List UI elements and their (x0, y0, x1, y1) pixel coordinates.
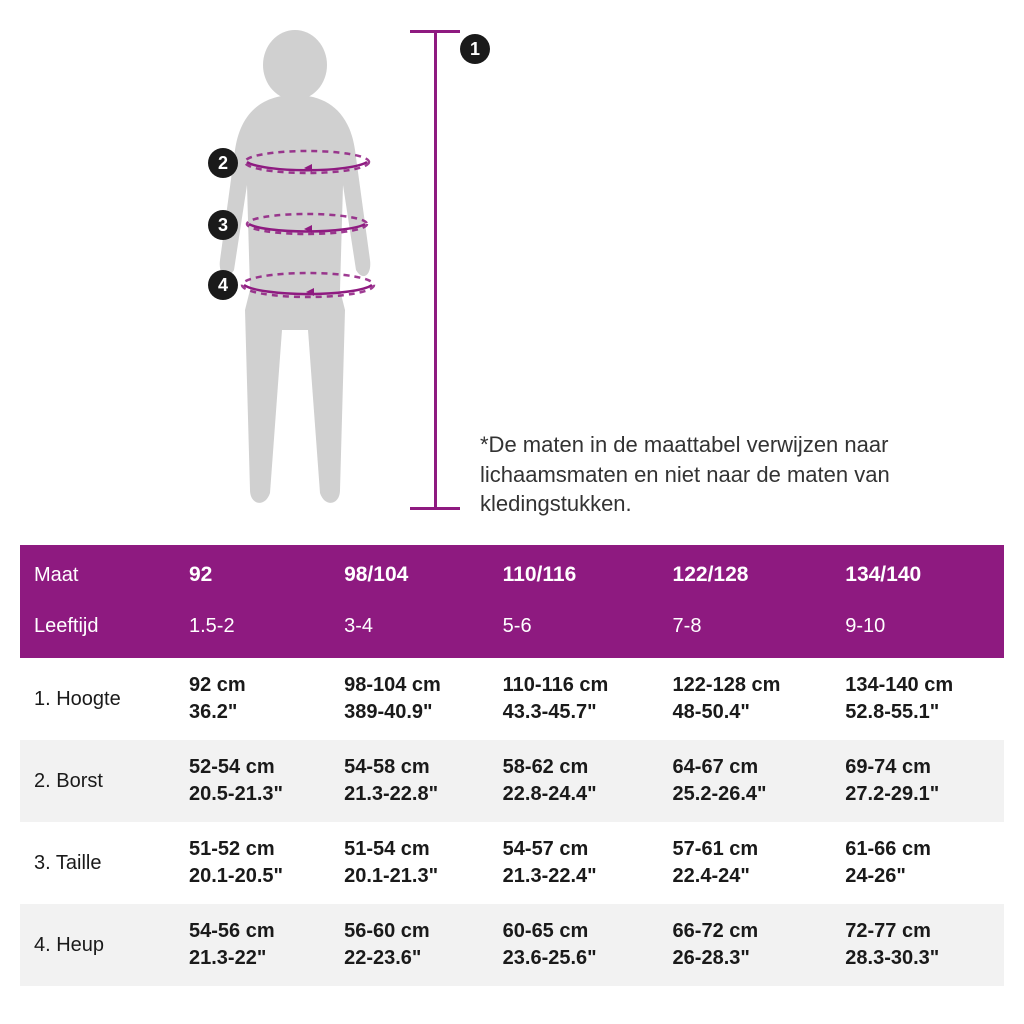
header-cell: 7-8 (659, 605, 832, 658)
table-row: 4. Heup54-56 cm21.3-22"56-60 cm22-23.6"6… (20, 904, 1004, 986)
table-cell: 72-77 cm28.3-30.3" (831, 904, 1004, 986)
table-cell: 54-58 cm21.3-22.8" (330, 740, 489, 822)
size-table: Maat9298/104110/116122/128134/140 Leeftij… (20, 545, 1004, 986)
waist-ellipse (242, 210, 372, 238)
chest-ellipse (242, 148, 372, 176)
row-label: 4. Heup (20, 904, 175, 986)
table-cell: 54-56 cm21.3-22" (175, 904, 330, 986)
header-cell: 134/140 (831, 545, 1004, 605)
table-cell: 56-60 cm22-23.6" (330, 904, 489, 986)
table-row: 1. Hoogte92 cm36.2"98-104 cm389-40.9"110… (20, 658, 1004, 740)
body-figure: 1 2 3 4 (20, 20, 450, 520)
badge-height: 1 (460, 34, 490, 64)
header-label: Leeftijd (20, 605, 175, 658)
footnote-area: *De maten in de maattabel verwijzen naar… (480, 430, 900, 519)
footnote-text: *De maten in de maattabel verwijzen naar… (480, 430, 900, 519)
table-row: 3. Taille51-52 cm20.1-20.5"51-54 cm20.1-… (20, 822, 1004, 904)
table-cell: 54-57 cm21.3-22.4" (489, 822, 659, 904)
size-table-header: Maat9298/104110/116122/128134/140 Leeftij… (20, 545, 1004, 658)
header-cell: 98/104 (330, 545, 489, 605)
table-cell: 60-65 cm23.6-25.6" (489, 904, 659, 986)
header-label: Maat (20, 545, 175, 605)
row-label: 2. Borst (20, 740, 175, 822)
table-cell: 58-62 cm22.8-24.4" (489, 740, 659, 822)
table-cell: 64-67 cm25.2-26.4" (659, 740, 832, 822)
header-cell: 92 (175, 545, 330, 605)
table-cell: 51-52 cm20.1-20.5" (175, 822, 330, 904)
header-cell: 3-4 (330, 605, 489, 658)
badge-hip: 4 (208, 270, 238, 300)
badge-waist: 3 (208, 210, 238, 240)
header-cell: 110/116 (489, 545, 659, 605)
figure-section: 1 2 3 4 *De maten in de maattabel verwij… (20, 20, 1004, 520)
hip-ellipse (238, 270, 378, 298)
table-cell: 52-54 cm20.5-21.3" (175, 740, 330, 822)
table-cell: 122-128 cm48-50.4" (659, 658, 832, 740)
table-cell: 66-72 cm26-28.3" (659, 904, 832, 986)
table-cell: 69-74 cm27.2-29.1" (831, 740, 1004, 822)
table-cell: 92 cm36.2" (175, 658, 330, 740)
row-label: 3. Taille (20, 822, 175, 904)
header-cell: 1.5-2 (175, 605, 330, 658)
table-cell: 110-116 cm43.3-45.7" (489, 658, 659, 740)
size-table-body: 1. Hoogte92 cm36.2"98-104 cm389-40.9"110… (20, 658, 1004, 986)
header-cell: 122/128 (659, 545, 832, 605)
table-cell: 51-54 cm20.1-21.3" (330, 822, 489, 904)
size-guide: 1 2 3 4 *De maten in de maattabel verwij… (0, 0, 1024, 1024)
header-cell: 9-10 (831, 605, 1004, 658)
table-cell: 61-66 cm24-26" (831, 822, 1004, 904)
table-cell: 57-61 cm22.4-24" (659, 822, 832, 904)
height-measure-bar (410, 30, 460, 510)
header-cell: 5-6 (489, 605, 659, 658)
row-label: 1. Hoogte (20, 658, 175, 740)
table-cell: 134-140 cm52.8-55.1" (831, 658, 1004, 740)
table-cell: 98-104 cm389-40.9" (330, 658, 489, 740)
table-row: 2. Borst52-54 cm20.5-21.3"54-58 cm21.3-2… (20, 740, 1004, 822)
badge-chest: 2 (208, 148, 238, 178)
